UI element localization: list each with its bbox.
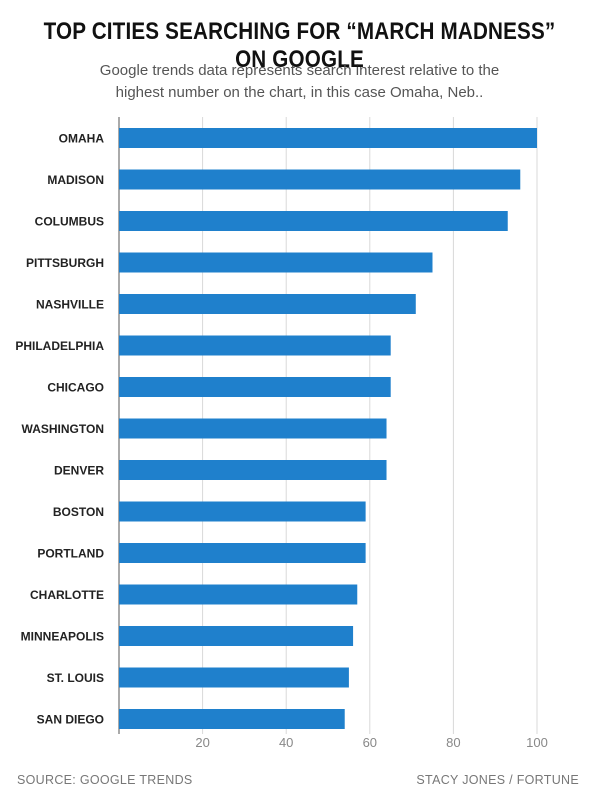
subtitle-line-1: Google trends data represents search int… (99, 62, 500, 79)
category-label: CHICAGO (47, 381, 104, 395)
category-label: SAN DIEGO (37, 713, 104, 727)
category-label: ST. LOUIS (47, 671, 104, 685)
category-label: MINNEAPOLIS (21, 630, 104, 644)
category-label: MADISON (47, 173, 104, 187)
source-note: SOURCE: GOOGLE TRENDS (17, 773, 193, 787)
category-label: BOSTON (53, 505, 104, 519)
category-label: CHARLOTTE (30, 588, 104, 602)
bar (119, 626, 354, 646)
x-tick-label: 40 (279, 735, 293, 750)
category-label: NASHVILLE (36, 298, 104, 312)
bar (119, 335, 391, 356)
bar (119, 169, 521, 190)
subtitle-line-2: highest number on the chart, in this cas… (115, 84, 484, 101)
bar (119, 211, 508, 231)
bar (119, 252, 433, 273)
bar (119, 709, 345, 729)
bar (119, 460, 387, 480)
category-label: PHILADELPHIA (15, 339, 104, 353)
x-tick-label: 80 (446, 735, 460, 750)
bar (119, 294, 416, 314)
bar (119, 543, 366, 563)
bar (119, 128, 537, 148)
bar (119, 501, 366, 522)
category-label: DENVER (54, 464, 104, 478)
bar (119, 418, 387, 439)
chart-subtitle: Google trends data represents search int… (0, 60, 599, 104)
bar (119, 377, 391, 397)
category-label: OMAHA (59, 132, 105, 146)
x-tick-label: 60 (363, 735, 377, 750)
credit-note: STACY JONES / FORTUNE (416, 773, 579, 787)
category-label: PORTLAND (37, 547, 104, 561)
x-tick-label: 100 (526, 735, 548, 750)
bar (119, 584, 358, 605)
category-label: COLUMBUS (35, 215, 104, 229)
chart-title: TOP CITIES SEARCHING FOR “MARCH MADNESS”… (43, 18, 556, 73)
category-label: PITTSBURGH (26, 256, 104, 270)
x-tick-label: 20 (195, 735, 209, 750)
bar (119, 667, 349, 688)
category-label: WASHINGTON (22, 422, 104, 436)
